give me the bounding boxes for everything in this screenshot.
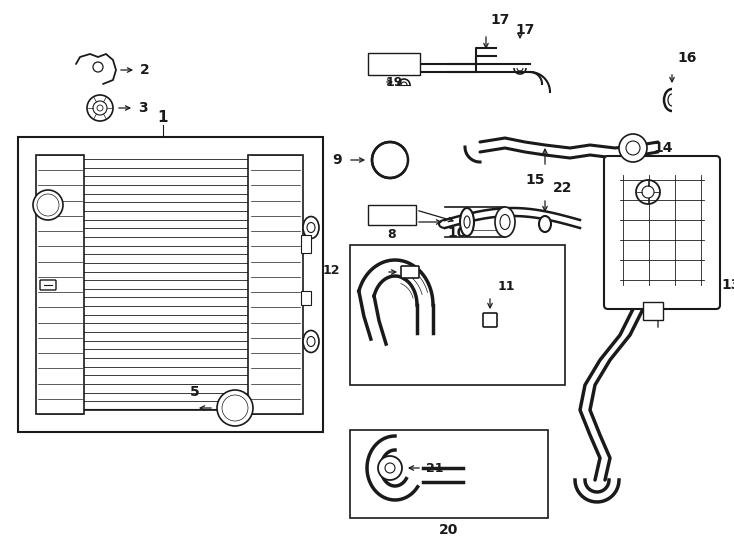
- Bar: [248, 155, 303, 414]
- Circle shape: [93, 62, 103, 72]
- Circle shape: [372, 142, 408, 178]
- Text: 17: 17: [515, 23, 534, 37]
- Circle shape: [222, 395, 248, 421]
- Bar: [368, 205, 416, 225]
- Bar: [301, 235, 311, 253]
- FancyBboxPatch shape: [604, 156, 720, 309]
- Ellipse shape: [495, 207, 515, 237]
- Circle shape: [626, 141, 640, 155]
- Ellipse shape: [460, 208, 474, 236]
- Bar: [18, 137, 323, 432]
- Bar: [301, 291, 311, 305]
- Circle shape: [619, 134, 647, 162]
- Ellipse shape: [464, 216, 470, 228]
- Bar: [350, 430, 548, 518]
- FancyBboxPatch shape: [483, 313, 497, 327]
- Text: 13: 13: [721, 278, 734, 292]
- Circle shape: [93, 101, 107, 115]
- Text: 6: 6: [35, 298, 45, 312]
- Bar: [643, 302, 663, 320]
- Circle shape: [227, 400, 243, 416]
- Text: 5: 5: [190, 385, 200, 399]
- Bar: [368, 53, 420, 75]
- Ellipse shape: [539, 216, 551, 232]
- Text: 3: 3: [138, 101, 148, 115]
- Ellipse shape: [307, 222, 315, 233]
- Text: 16: 16: [677, 51, 697, 65]
- Circle shape: [33, 190, 63, 220]
- Text: 14: 14: [653, 141, 672, 155]
- Text: 4: 4: [35, 231, 45, 245]
- Text: 17: 17: [490, 13, 509, 27]
- Text: 9: 9: [333, 153, 342, 167]
- Circle shape: [41, 198, 55, 212]
- Circle shape: [97, 105, 103, 111]
- Text: 21: 21: [426, 462, 443, 475]
- Ellipse shape: [303, 217, 319, 239]
- Ellipse shape: [307, 336, 315, 347]
- Circle shape: [385, 463, 395, 473]
- Ellipse shape: [303, 330, 319, 353]
- Circle shape: [217, 390, 253, 426]
- Circle shape: [636, 180, 660, 204]
- Circle shape: [642, 186, 654, 198]
- Text: 7: 7: [388, 207, 396, 220]
- FancyBboxPatch shape: [40, 280, 56, 290]
- Text: 22: 22: [553, 181, 573, 195]
- Bar: [350, 245, 565, 385]
- Text: 19: 19: [385, 77, 403, 90]
- Text: 11: 11: [498, 280, 515, 293]
- Circle shape: [378, 456, 402, 480]
- FancyBboxPatch shape: [401, 266, 419, 278]
- Text: 10: 10: [447, 226, 467, 240]
- Text: 1: 1: [158, 111, 168, 125]
- Text: 18: 18: [385, 56, 403, 69]
- Circle shape: [87, 95, 113, 121]
- Text: 2: 2: [140, 63, 150, 77]
- Ellipse shape: [500, 214, 510, 230]
- Text: 20: 20: [440, 523, 459, 537]
- Bar: [36, 155, 84, 414]
- Text: 15: 15: [526, 173, 545, 187]
- Circle shape: [37, 194, 59, 216]
- Text: 12: 12: [322, 264, 340, 276]
- Text: 8: 8: [388, 228, 396, 241]
